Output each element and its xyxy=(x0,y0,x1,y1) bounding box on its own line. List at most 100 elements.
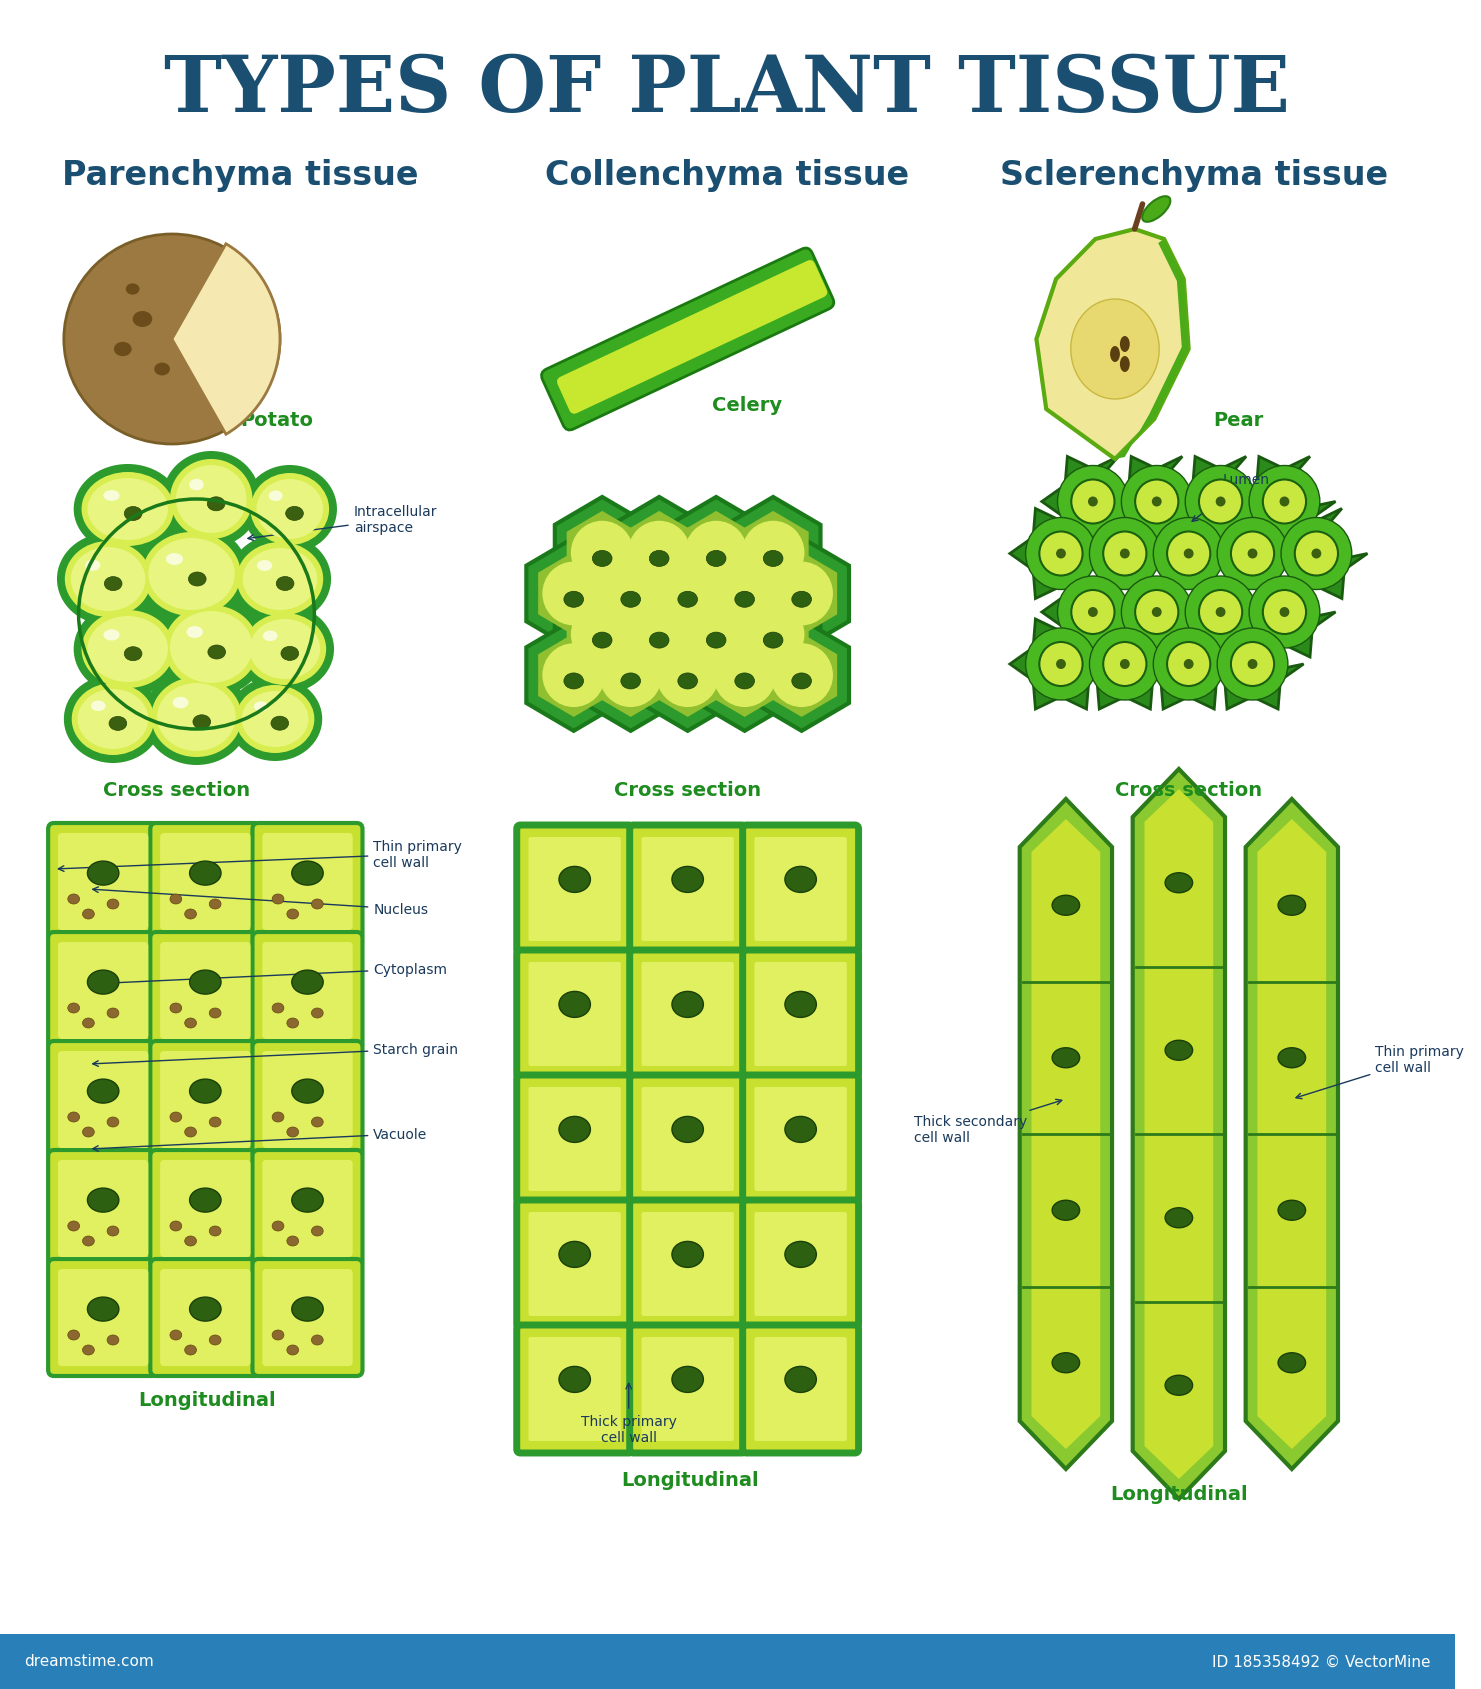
Ellipse shape xyxy=(1057,466,1129,539)
Ellipse shape xyxy=(107,1118,118,1127)
Ellipse shape xyxy=(268,491,283,502)
Polygon shape xyxy=(766,633,837,718)
Ellipse shape xyxy=(1216,497,1225,507)
FancyBboxPatch shape xyxy=(252,1260,363,1377)
Ellipse shape xyxy=(542,562,606,627)
FancyBboxPatch shape xyxy=(49,824,158,941)
Ellipse shape xyxy=(742,603,804,667)
Ellipse shape xyxy=(68,895,80,905)
Ellipse shape xyxy=(185,1236,197,1246)
Ellipse shape xyxy=(792,674,812,689)
FancyBboxPatch shape xyxy=(160,833,250,931)
FancyBboxPatch shape xyxy=(49,1260,158,1377)
Ellipse shape xyxy=(154,363,170,377)
Ellipse shape xyxy=(83,1018,95,1029)
Ellipse shape xyxy=(1185,466,1256,539)
Text: Celery: Celery xyxy=(711,395,782,414)
Ellipse shape xyxy=(672,1366,703,1392)
Ellipse shape xyxy=(770,644,832,708)
Ellipse shape xyxy=(1166,873,1192,893)
Ellipse shape xyxy=(87,478,167,540)
Ellipse shape xyxy=(684,603,748,667)
Ellipse shape xyxy=(287,909,299,919)
Polygon shape xyxy=(754,539,849,650)
Ellipse shape xyxy=(678,591,698,608)
Ellipse shape xyxy=(1280,608,1290,618)
Ellipse shape xyxy=(277,578,293,591)
Polygon shape xyxy=(555,498,650,610)
Ellipse shape xyxy=(558,1366,591,1392)
Ellipse shape xyxy=(107,1008,118,1018)
Polygon shape xyxy=(595,552,666,635)
Ellipse shape xyxy=(785,866,816,893)
FancyBboxPatch shape xyxy=(629,1326,745,1453)
Ellipse shape xyxy=(87,1079,118,1103)
Ellipse shape xyxy=(235,686,314,753)
FancyBboxPatch shape xyxy=(742,826,859,953)
Polygon shape xyxy=(1201,620,1303,709)
Ellipse shape xyxy=(83,1127,95,1137)
Ellipse shape xyxy=(1217,519,1288,589)
FancyBboxPatch shape xyxy=(262,942,352,1039)
FancyBboxPatch shape xyxy=(629,951,745,1078)
Ellipse shape xyxy=(235,606,335,694)
Ellipse shape xyxy=(1280,497,1290,507)
Ellipse shape xyxy=(273,1331,284,1339)
Ellipse shape xyxy=(1183,549,1194,559)
FancyBboxPatch shape xyxy=(58,1268,148,1366)
Ellipse shape xyxy=(1056,660,1066,669)
Ellipse shape xyxy=(1216,608,1225,618)
Ellipse shape xyxy=(107,900,118,909)
Text: Lumen: Lumen xyxy=(1192,473,1271,522)
Ellipse shape xyxy=(273,1003,284,1013)
Ellipse shape xyxy=(209,1226,221,1236)
Ellipse shape xyxy=(114,343,132,356)
Ellipse shape xyxy=(1152,608,1161,618)
Ellipse shape xyxy=(286,507,304,522)
Ellipse shape xyxy=(1200,591,1243,635)
Ellipse shape xyxy=(207,645,225,660)
Ellipse shape xyxy=(1089,608,1097,618)
FancyBboxPatch shape xyxy=(742,1201,859,1328)
Text: Longitudinal: Longitudinal xyxy=(1111,1485,1247,1503)
FancyBboxPatch shape xyxy=(517,1076,632,1203)
Ellipse shape xyxy=(287,1018,299,1029)
Ellipse shape xyxy=(104,578,121,591)
FancyBboxPatch shape xyxy=(262,833,352,931)
Ellipse shape xyxy=(256,480,323,540)
Polygon shape xyxy=(652,552,723,635)
Ellipse shape xyxy=(311,1336,323,1344)
Ellipse shape xyxy=(1103,532,1146,576)
Ellipse shape xyxy=(600,644,662,708)
Ellipse shape xyxy=(292,971,323,995)
FancyBboxPatch shape xyxy=(150,932,261,1049)
Ellipse shape xyxy=(193,716,210,730)
Polygon shape xyxy=(538,633,609,718)
Ellipse shape xyxy=(77,689,148,750)
Ellipse shape xyxy=(176,466,246,534)
Ellipse shape xyxy=(135,525,249,625)
Ellipse shape xyxy=(142,532,241,616)
Ellipse shape xyxy=(1248,576,1320,649)
Polygon shape xyxy=(640,539,735,650)
Ellipse shape xyxy=(209,900,221,909)
FancyBboxPatch shape xyxy=(529,1088,621,1191)
Polygon shape xyxy=(669,498,764,610)
Ellipse shape xyxy=(161,451,261,547)
Ellipse shape xyxy=(564,674,584,689)
Polygon shape xyxy=(738,512,809,595)
Ellipse shape xyxy=(1154,519,1223,589)
Ellipse shape xyxy=(185,1018,197,1029)
Ellipse shape xyxy=(621,674,640,689)
Ellipse shape xyxy=(170,1113,182,1121)
Ellipse shape xyxy=(74,603,182,696)
Ellipse shape xyxy=(1052,895,1080,915)
Text: Thin primary
cell wall: Thin primary cell wall xyxy=(58,839,462,872)
Ellipse shape xyxy=(287,1127,299,1137)
Ellipse shape xyxy=(1090,628,1160,701)
Polygon shape xyxy=(1037,230,1189,459)
Ellipse shape xyxy=(124,647,142,662)
Ellipse shape xyxy=(133,312,153,328)
FancyBboxPatch shape xyxy=(150,824,261,941)
Ellipse shape xyxy=(785,1241,816,1268)
